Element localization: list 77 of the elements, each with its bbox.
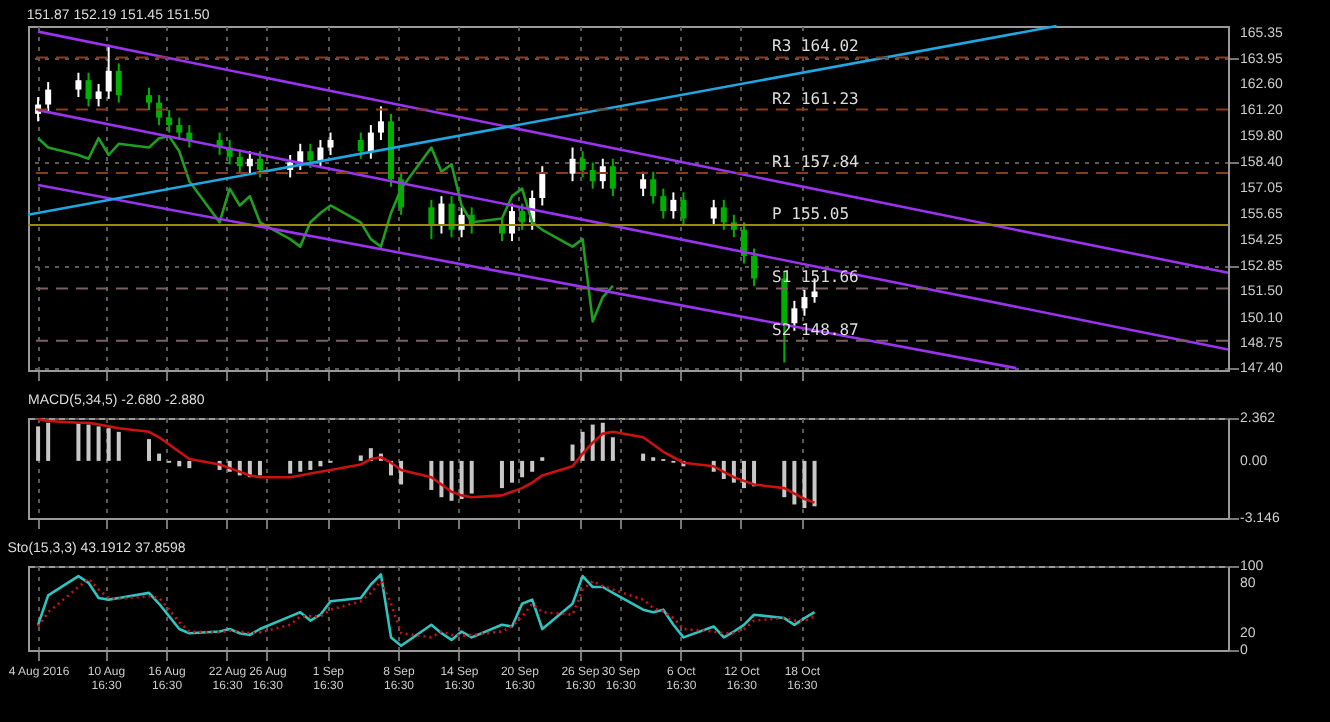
bar	[257, 460, 262, 476]
bar	[96, 426, 101, 461]
candlestick	[579, 150, 586, 179]
candlestick	[95, 82, 102, 108]
bar	[116, 431, 121, 461]
line-series	[36, 135, 615, 323]
candlestick	[680, 191, 687, 228]
bar	[308, 460, 313, 470]
bar	[792, 460, 797, 505]
bar	[157, 453, 162, 461]
candlestick	[609, 157, 616, 198]
bar	[439, 460, 444, 498]
bar	[46, 422, 51, 461]
candlestick	[650, 170, 657, 205]
bar	[610, 437, 615, 461]
candlestick	[791, 299, 798, 332]
candlestick	[801, 288, 808, 317]
bar	[510, 460, 515, 483]
bar	[499, 460, 504, 489]
candlestick	[720, 198, 727, 231]
bar	[177, 460, 182, 467]
candlestick	[256, 150, 263, 179]
bar	[358, 455, 363, 461]
candlestick	[589, 161, 596, 190]
candlestick	[357, 131, 364, 160]
candlestick	[377, 105, 384, 142]
ref-line-label: P 155.05	[772, 205, 850, 224]
candlestick	[448, 195, 455, 239]
bar	[187, 460, 192, 469]
ref-line-label: R2 161.23	[772, 89, 860, 108]
candlestick	[670, 191, 677, 220]
candlestick	[751, 247, 758, 287]
bar	[469, 460, 474, 494]
bar	[36, 426, 41, 461]
bar	[520, 460, 525, 478]
bar	[86, 424, 91, 461]
candlestick	[297, 142, 304, 171]
bar	[298, 460, 303, 472]
bar	[76, 422, 81, 461]
candlestick	[569, 146, 576, 183]
bar	[288, 460, 293, 474]
candlestick	[85, 71, 92, 108]
bar	[812, 460, 817, 507]
candlestick	[115, 62, 122, 104]
candlestick	[105, 43, 112, 100]
candlestick	[498, 217, 505, 242]
bar	[641, 453, 646, 461]
candlestick	[710, 198, 717, 228]
candlestick	[327, 131, 334, 156]
candlestick	[236, 148, 243, 175]
candlestick	[146, 86, 153, 112]
ref-line-label: R1 157.84	[772, 152, 860, 171]
line-series	[36, 417, 816, 504]
bar	[449, 460, 454, 501]
bar	[570, 444, 575, 461]
candlestick	[660, 187, 667, 220]
candlestick	[246, 150, 253, 175]
candlestick	[317, 139, 324, 170]
bar	[782, 460, 787, 498]
ref-line-label: R3 164.02	[772, 37, 860, 56]
bar	[106, 428, 111, 461]
candlestick	[166, 109, 173, 134]
bar	[318, 460, 323, 467]
bar	[802, 460, 807, 509]
candlestick	[75, 71, 82, 99]
candlestick	[45, 81, 52, 113]
candlestick	[367, 124, 374, 160]
candlestick	[519, 202, 526, 231]
bar	[530, 460, 535, 472]
candlestick	[539, 165, 546, 207]
bar	[429, 460, 434, 490]
bar	[147, 439, 152, 461]
candlestick	[640, 170, 647, 198]
candlestick	[509, 202, 516, 242]
candlestick	[428, 198, 435, 241]
candlestick	[307, 142, 314, 170]
bar	[459, 460, 464, 500]
